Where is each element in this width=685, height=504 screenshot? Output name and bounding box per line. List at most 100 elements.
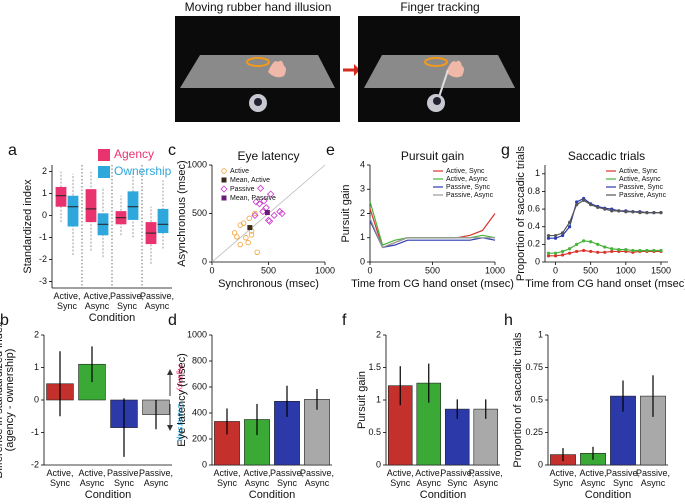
tick-label-line: Sync	[277, 478, 298, 488]
tick-label-line: Sync	[117, 301, 138, 311]
point	[560, 231, 565, 235]
arrow-head	[354, 64, 360, 76]
x-tick-label: 1500	[651, 265, 671, 275]
point	[234, 234, 240, 240]
y-tick-label: 0	[360, 256, 365, 266]
point	[246, 215, 252, 222]
x-axis-label: Synchronous (msec)	[218, 278, 319, 290]
point	[596, 242, 600, 246]
y-tick-label: 0	[202, 256, 207, 266]
legend-label: Active, Sync	[619, 168, 658, 175]
y-tick-label: 1	[34, 362, 39, 372]
hand	[446, 60, 464, 78]
panel-letter: e	[326, 142, 335, 159]
point	[276, 207, 284, 216]
point	[603, 245, 607, 249]
point	[610, 209, 614, 213]
legend-marker	[221, 177, 227, 183]
point	[260, 197, 268, 205]
legend-label: Passive, Async	[446, 192, 494, 199]
y-tick-label: 0	[34, 394, 39, 404]
point	[631, 248, 635, 253]
point	[252, 210, 258, 217]
y-tick-label: -2	[39, 254, 47, 264]
point	[638, 211, 642, 215]
point	[255, 200, 264, 208]
point	[560, 253, 565, 257]
legend-label: Passive	[230, 186, 255, 193]
y-tick-label: 0.25	[525, 427, 543, 437]
point	[252, 198, 260, 206]
y-axis-label: (agency - ownership)	[4, 349, 16, 452]
y-tick-label: 500	[192, 208, 207, 218]
pupil	[254, 98, 262, 106]
point	[546, 236, 551, 240]
y-tick-label: 200	[192, 433, 207, 443]
tick-label-line: Passive,	[440, 468, 474, 478]
x-axis-label: Condition	[89, 312, 135, 324]
legend-label: Passive, Sync	[619, 184, 663, 191]
annotation: Agency	[176, 365, 185, 392]
point	[617, 209, 621, 213]
x-tick-label: Active, Sync	[46, 468, 73, 488]
point	[603, 250, 607, 254]
x-tick-label: Passive, Async	[300, 468, 334, 488]
point	[652, 248, 656, 253]
x-tick-label: Active, Async	[579, 468, 606, 488]
y-tick-label: 0	[538, 459, 543, 469]
point	[247, 225, 253, 231]
tick-label-line: Active,	[579, 468, 606, 478]
point	[589, 240, 593, 244]
y-tick-label: 1000	[187, 329, 207, 339]
table-plane	[364, 55, 515, 88]
y-tick-label: 0.6	[527, 203, 540, 213]
bar	[304, 399, 330, 466]
point	[568, 225, 572, 229]
point	[568, 220, 572, 224]
y-axis-label: Eye latency (msec)	[176, 353, 188, 447]
x-tick-label: Active, Sync	[549, 468, 576, 488]
x-tick-label: Active, Async	[415, 468, 442, 488]
box	[127, 191, 139, 220]
panel-letter: g	[501, 142, 510, 159]
y-axis-label: Proportion of saccadic trials	[515, 145, 527, 281]
x-tick-label: Passive, Sync	[107, 468, 141, 488]
y-axis-label: Asynchronous (msec)	[176, 160, 188, 266]
y-tick-label: 0	[376, 459, 381, 469]
chart-title: Eye latency	[237, 149, 299, 163]
point	[264, 216, 273, 224]
x-tick-label: Passive, Async	[469, 468, 503, 488]
point	[278, 209, 286, 218]
x-tick-label: Passive, Async	[139, 468, 173, 488]
point	[610, 249, 614, 254]
box	[157, 208, 169, 234]
x-tick-label: 1000	[616, 265, 636, 275]
y-tick-label: 2	[376, 329, 381, 339]
panel-letter: h	[504, 312, 513, 329]
tick-label-line: Passive,	[469, 468, 503, 478]
tick-label-line: Async	[245, 478, 270, 488]
point	[251, 211, 259, 220]
x-tick-label: Active, Sync	[213, 468, 240, 488]
point	[575, 249, 579, 254]
point	[243, 235, 249, 241]
y-tick-label: -1	[39, 232, 47, 242]
y-tick-label: 1	[376, 394, 381, 404]
point	[645, 248, 649, 253]
point	[596, 205, 600, 209]
point	[546, 251, 551, 255]
legend-marker	[220, 185, 228, 193]
point	[589, 249, 593, 254]
box	[67, 195, 79, 227]
point	[624, 248, 628, 252]
x-tick-label: Passive, Sync	[110, 291, 144, 311]
point	[264, 210, 270, 216]
point	[553, 236, 558, 240]
legend-label: Active, Sync	[446, 168, 485, 175]
point	[267, 190, 275, 198]
illustration-title: Moving rubber hand illusion	[185, 0, 332, 14]
y-tick-label: 0.2	[527, 239, 540, 249]
legend-label: Ownership	[114, 164, 172, 178]
point	[270, 211, 278, 220]
y-tick-label: 600	[192, 381, 207, 391]
